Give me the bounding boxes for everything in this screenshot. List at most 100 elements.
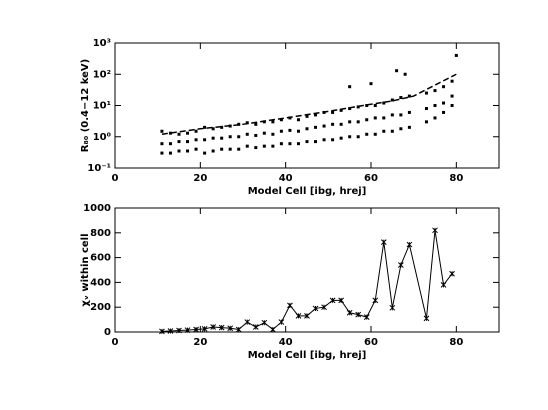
y-tick-label: 600 xyxy=(90,253,111,264)
point xyxy=(245,144,249,148)
point xyxy=(365,118,369,122)
marker xyxy=(227,325,234,332)
marker xyxy=(338,297,344,304)
point xyxy=(442,85,446,89)
point xyxy=(433,104,437,107)
point xyxy=(203,151,207,155)
point xyxy=(254,133,258,137)
point xyxy=(186,131,190,135)
point xyxy=(288,142,292,146)
point xyxy=(168,142,172,146)
point xyxy=(186,149,190,153)
marker xyxy=(295,313,302,319)
x-tick-label: 0 xyxy=(112,173,119,184)
point xyxy=(382,129,386,133)
marker xyxy=(355,311,362,318)
point xyxy=(450,104,454,107)
x-tick-label: 20 xyxy=(193,173,207,184)
point xyxy=(454,53,458,57)
x-tick-label: 80 xyxy=(449,173,463,184)
point xyxy=(262,144,266,148)
point xyxy=(228,135,232,139)
point xyxy=(254,146,258,150)
point xyxy=(356,135,360,139)
point xyxy=(339,122,343,126)
marker xyxy=(176,327,182,334)
point xyxy=(390,129,394,133)
point xyxy=(203,125,207,129)
marker xyxy=(363,314,370,320)
point xyxy=(348,85,352,89)
marker xyxy=(312,305,319,312)
point xyxy=(331,110,335,114)
point xyxy=(314,125,318,129)
point xyxy=(211,136,215,140)
point xyxy=(373,132,377,136)
marker xyxy=(406,241,413,248)
marker xyxy=(278,319,285,325)
line xyxy=(161,230,453,332)
marker xyxy=(270,326,276,333)
fit-line xyxy=(161,73,457,136)
point xyxy=(220,136,224,140)
marker xyxy=(252,324,259,330)
marker xyxy=(380,239,387,245)
point xyxy=(314,140,318,144)
y-tick-label: 200 xyxy=(90,302,111,313)
point xyxy=(237,147,241,151)
marker xyxy=(346,309,353,316)
x-axis-label: Model Cell [ibg, hrej] xyxy=(248,186,367,197)
y-tick-label: 400 xyxy=(90,277,111,288)
marker xyxy=(193,326,199,333)
point xyxy=(403,72,407,76)
point xyxy=(390,98,394,102)
x-tick-label: 40 xyxy=(279,337,293,348)
point xyxy=(433,89,437,93)
point xyxy=(339,108,343,112)
point xyxy=(194,138,198,142)
point xyxy=(305,127,309,131)
marker xyxy=(201,326,208,332)
y-tick-label: 10⁰ xyxy=(93,132,111,143)
marker xyxy=(167,328,174,334)
point xyxy=(228,147,232,151)
marker xyxy=(372,297,379,304)
point xyxy=(424,91,428,95)
point xyxy=(296,129,300,133)
x-tick-label: 60 xyxy=(364,173,378,184)
point xyxy=(424,120,428,124)
point xyxy=(382,116,386,120)
point xyxy=(186,140,190,144)
point xyxy=(160,142,164,146)
point xyxy=(194,129,198,133)
y-tick-label: 10³ xyxy=(93,38,111,49)
point xyxy=(339,136,343,140)
point xyxy=(373,116,377,120)
point xyxy=(399,127,403,131)
point xyxy=(245,132,249,136)
plot-frame xyxy=(114,207,500,333)
y-axis-label: χᵥ within cell xyxy=(80,233,91,306)
point xyxy=(424,107,428,111)
point xyxy=(322,138,326,142)
point xyxy=(305,140,309,144)
point xyxy=(271,120,275,124)
point xyxy=(194,147,198,151)
point xyxy=(331,122,335,126)
x-tick-label: 0 xyxy=(112,337,119,348)
point xyxy=(296,142,300,146)
point xyxy=(365,132,369,136)
marker xyxy=(210,324,216,330)
point xyxy=(279,129,283,133)
y-tick-label: 10² xyxy=(93,69,111,80)
point xyxy=(271,144,275,148)
point xyxy=(399,96,403,100)
y-tick-label: 10⁻¹ xyxy=(87,163,111,174)
point xyxy=(356,120,360,124)
point xyxy=(382,101,386,105)
point xyxy=(211,149,215,153)
marker xyxy=(159,328,165,335)
point xyxy=(305,114,309,118)
